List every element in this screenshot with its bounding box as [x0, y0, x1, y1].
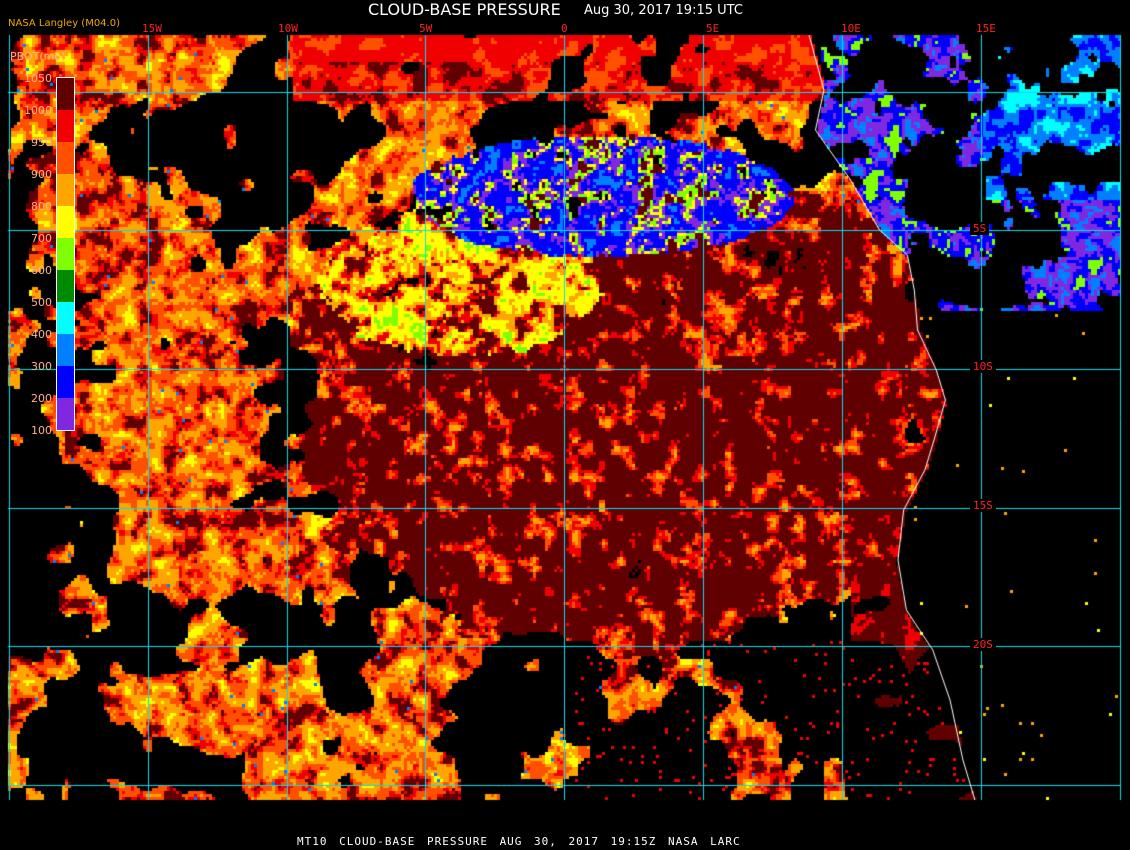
lat-label-5s: 5S	[970, 222, 990, 235]
lon-label-15e: 15E	[976, 22, 996, 35]
colorbar-tick-label: 400	[31, 328, 52, 341]
colorbar-band	[57, 302, 74, 334]
colorbar-tick-label: 700	[31, 232, 52, 245]
colorbar-tick-label: 1000	[24, 104, 52, 117]
colorbar-tick-label: 200	[31, 392, 52, 405]
colorbar-tick-label: 600	[31, 264, 52, 277]
lon-label-5w: 5W	[419, 22, 433, 35]
colorbar-band	[57, 78, 74, 110]
colorbar-band	[57, 174, 74, 206]
colorbar-tick-label: 300	[31, 360, 52, 373]
lat-label-20s: 20S	[970, 638, 996, 651]
colorbar-band	[57, 206, 74, 238]
colorbar-tick-label: 100	[31, 424, 52, 437]
lon-label-5e: 5E	[706, 22, 720, 35]
lon-label-10e: 10E	[841, 22, 861, 35]
lon-label-10w: 10W	[278, 22, 298, 35]
colorbar-tick-label: 1050	[24, 72, 52, 85]
footer-caption: MT10 CLOUD-BASE PRESSURE AUG 30, 2017 19…	[297, 835, 741, 848]
map-datetime: Aug 30, 2017 19:15 UTC	[584, 3, 743, 18]
colorbar-title: PBOT(mb)	[10, 50, 66, 63]
colorbar	[56, 77, 75, 431]
source-label: NASA Langley (M04.0)	[8, 18, 120, 29]
lon-label-0: 0	[561, 22, 568, 35]
lat-label-15s: 15S	[970, 499, 996, 512]
colorbar-band	[57, 270, 74, 302]
colorbar-band	[57, 398, 74, 430]
colorbar-tick-label: 900	[31, 168, 52, 181]
colorbar-band	[57, 334, 74, 366]
colorbar-band	[57, 142, 74, 174]
map-title: CLOUD-BASE PRESSURE	[368, 0, 561, 19]
lat-label-10s: 10S	[970, 360, 996, 373]
colorbar-band	[57, 110, 74, 142]
colorbar-tick-label: 950	[31, 136, 52, 149]
colorbar-band	[57, 366, 74, 398]
colorbar-band	[57, 238, 74, 270]
colorbar-tick-label: 500	[31, 296, 52, 309]
colorbar-tick-label: 800	[31, 200, 52, 213]
lon-label-15w: 15W	[142, 22, 162, 35]
